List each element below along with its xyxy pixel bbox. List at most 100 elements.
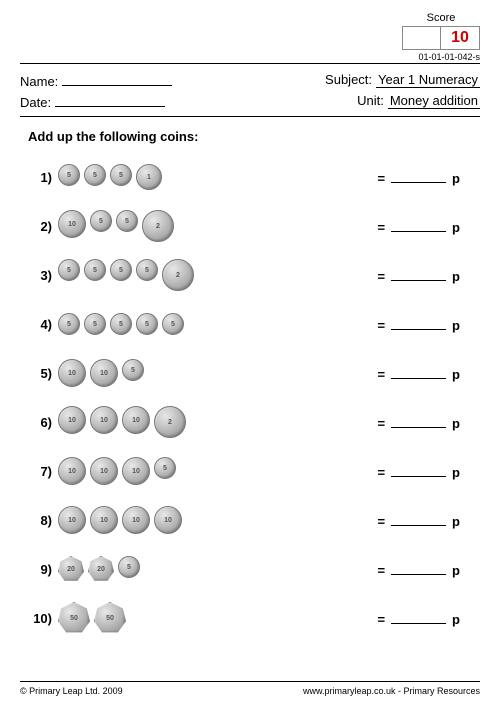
score-box-empty[interactable] [403, 27, 441, 49]
equals-sign: = [377, 465, 385, 480]
answer-area: =p [377, 218, 460, 235]
problem-number: 1) [28, 170, 52, 185]
name-input-line[interactable] [62, 72, 172, 86]
footer: © Primary Leap Ltd. 2009 www.primaryleap… [20, 681, 480, 696]
problems-list: 1)5551=p2)10552=p3)55552=p4)55555=p5)101… [28, 158, 480, 637]
unit-label: p [452, 563, 460, 578]
coin-icon: 10 [58, 359, 86, 387]
unit-label: p [452, 269, 460, 284]
answer-input-line[interactable] [391, 463, 446, 477]
answer-input-line[interactable] [391, 218, 446, 232]
coin-icon: 2 [154, 406, 186, 438]
answer-area: =p [377, 316, 460, 333]
answer-input-line[interactable] [391, 365, 446, 379]
unit-label: p [452, 220, 460, 235]
subject-field: Subject: Year 1 Numeracy [325, 72, 480, 89]
coin-group: 10105 [58, 359, 258, 387]
name-field: Name: [20, 72, 172, 89]
coin-icon: 10 [154, 506, 182, 534]
answer-input-line[interactable] [391, 512, 446, 526]
problem-number: 8) [28, 513, 52, 528]
date-label: Date: [20, 95, 51, 110]
equals-sign: = [377, 269, 385, 284]
problem-number: 5) [28, 366, 52, 381]
header-row-2: Date: Unit: Money addition [20, 93, 480, 110]
answer-area: =p [377, 561, 460, 578]
problem-number: 3) [28, 268, 52, 283]
problem-number: 10) [28, 611, 52, 626]
coin-icon: 50 [58, 602, 90, 634]
coin-icon: 10 [90, 457, 118, 485]
coin-icon: 5 [58, 313, 80, 335]
subject-value: Year 1 Numeracy [376, 72, 480, 88]
answer-input-line[interactable] [391, 267, 446, 281]
divider-mid [20, 116, 480, 117]
coin-icon: 50 [94, 602, 126, 634]
subject-label: Subject: [325, 72, 372, 87]
score-box-total: 10 [441, 27, 479, 49]
answer-area: =p [377, 414, 460, 431]
coin-icon: 5 [110, 313, 132, 335]
problem-number: 2) [28, 219, 52, 234]
answer-area: =p [377, 610, 460, 627]
coin-group: 1010105 [58, 457, 258, 485]
copyright-text: © Primary Leap Ltd. 2009 [20, 686, 123, 696]
instruction-text: Add up the following coins: [28, 129, 480, 144]
equals-sign: = [377, 563, 385, 578]
coin-group: 10101010 [58, 506, 258, 534]
problem-row: 4)55555=p [28, 305, 480, 343]
answer-input-line[interactable] [391, 169, 446, 183]
worksheet-id: 01-01-01-042-s [402, 52, 480, 62]
coin-icon: 10 [90, 506, 118, 534]
problem-row: 5)10105=p [28, 354, 480, 392]
date-input-line[interactable] [55, 93, 165, 107]
problem-number: 6) [28, 415, 52, 430]
coin-icon: 5 [84, 259, 106, 281]
answer-area: =p [377, 512, 460, 529]
coin-icon: 10 [58, 506, 86, 534]
coin-group: 1010102 [58, 406, 258, 438]
coin-icon: 10 [122, 506, 150, 534]
header-row-1: Name: Subject: Year 1 Numeracy [20, 72, 480, 89]
coin-icon: 10 [58, 457, 86, 485]
answer-input-line[interactable] [391, 316, 446, 330]
answer-input-line[interactable] [391, 561, 446, 575]
answer-input-line[interactable] [391, 414, 446, 428]
unit-label: p [452, 612, 460, 627]
unit-label: p [452, 318, 460, 333]
answer-input-line[interactable] [391, 610, 446, 624]
coin-icon: 5 [118, 556, 140, 578]
date-field: Date: [20, 93, 165, 110]
problem-number: 9) [28, 562, 52, 577]
unit-label: p [452, 416, 460, 431]
unit-field: Unit: Money addition [357, 93, 480, 110]
coin-icon: 5 [162, 313, 184, 335]
score-value: 10 [451, 29, 469, 47]
problem-row: 3)55552=p [28, 256, 480, 294]
unit-label: p [452, 171, 460, 186]
unit-value: Money addition [388, 93, 480, 109]
coin-icon: 5 [110, 259, 132, 281]
answer-area: =p [377, 463, 460, 480]
coin-group: 55552 [58, 259, 258, 291]
problem-number: 4) [28, 317, 52, 332]
equals-sign: = [377, 171, 385, 186]
equals-sign: = [377, 318, 385, 333]
coin-icon: 2 [162, 259, 194, 291]
equals-sign: = [377, 514, 385, 529]
coin-icon: 10 [122, 457, 150, 485]
coin-icon: 5 [116, 210, 138, 232]
answer-area: =p [377, 267, 460, 284]
score-label: Score [402, 12, 480, 24]
answer-area: =p [377, 169, 460, 186]
coin-icon: 2 [142, 210, 174, 242]
coin-icon: 5 [84, 164, 106, 186]
coin-icon: 5 [90, 210, 112, 232]
problem-row: 2)10552=p [28, 207, 480, 245]
coin-icon: 20 [58, 556, 84, 582]
divider-top [20, 63, 480, 64]
problem-row: 8)10101010=p [28, 501, 480, 539]
coin-icon: 10 [58, 406, 86, 434]
coin-icon: 5 [122, 359, 144, 381]
equals-sign: = [377, 416, 385, 431]
